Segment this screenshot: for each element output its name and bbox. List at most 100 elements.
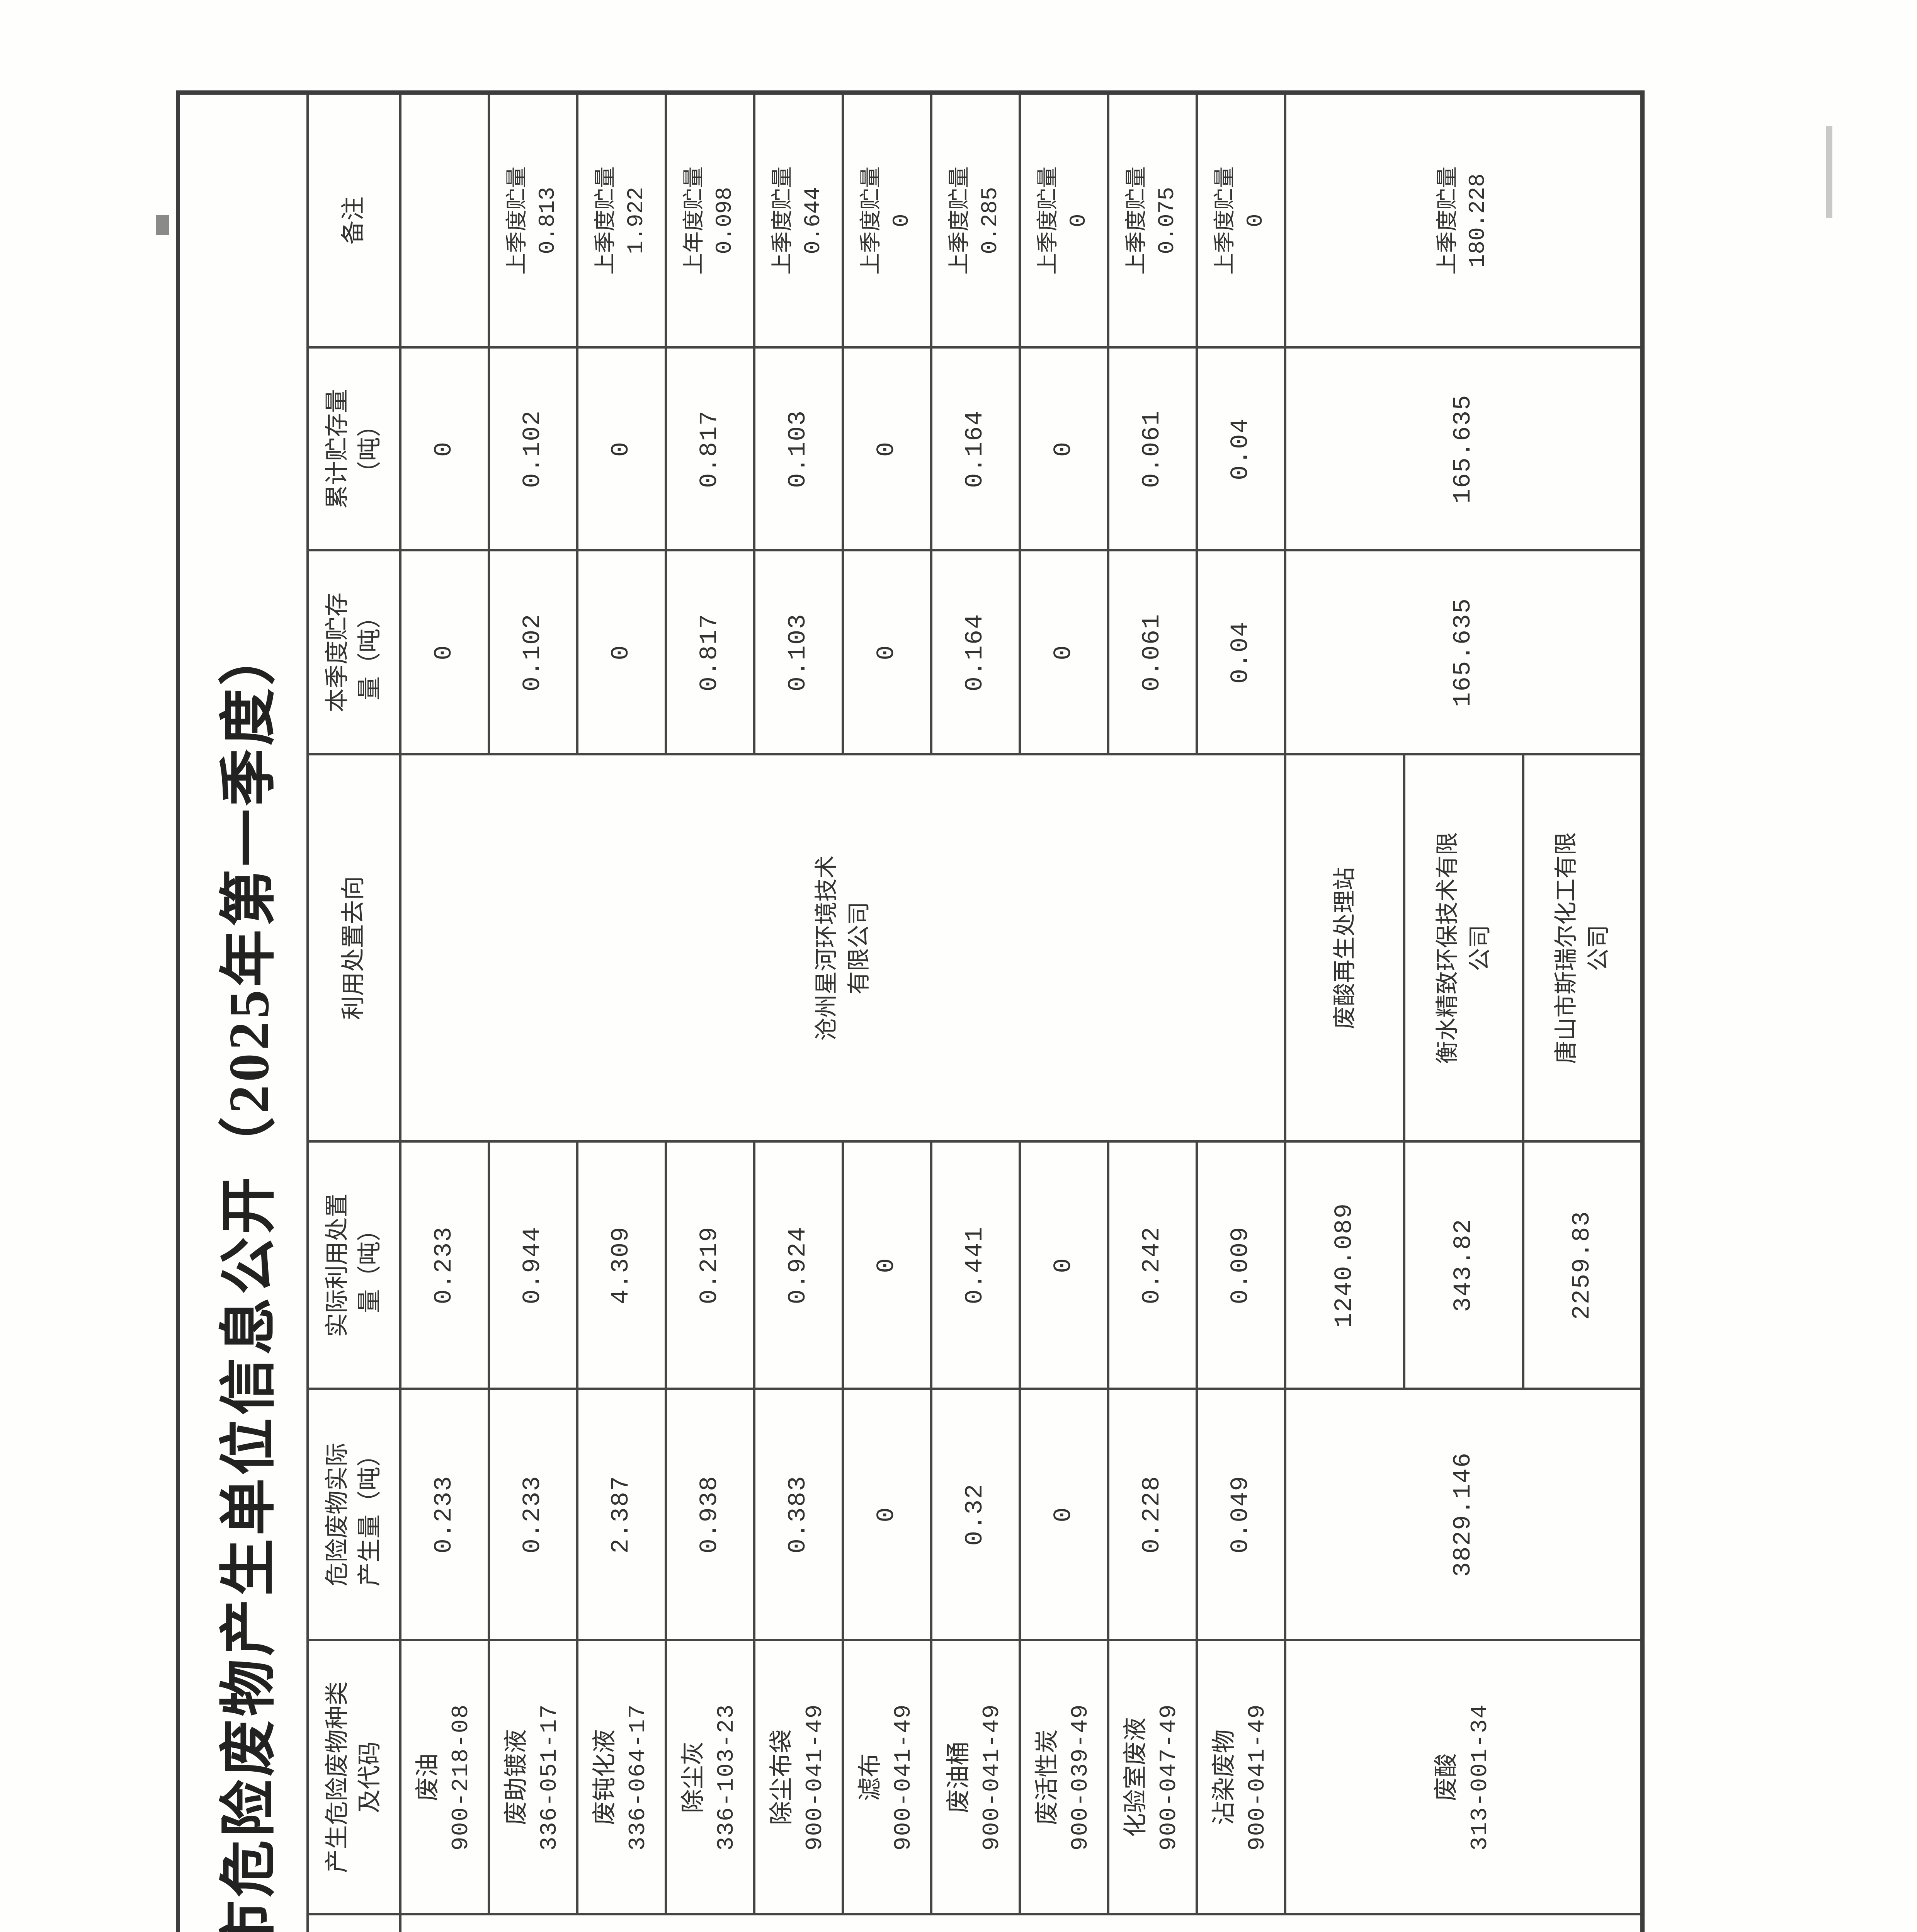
waste-code: 900-041-49 (1245, 1704, 1271, 1851)
disposed-amount: 2259.83 (1523, 1141, 1643, 1389)
waste-code: 313-001-34 (1467, 1704, 1494, 1851)
total-storage-acid: 165.635 (1285, 347, 1643, 551)
disposed-amount: 0.944 (488, 1141, 577, 1389)
waste-name: 废酸 (1433, 1753, 1460, 1801)
quarter-storage: 0.102 (488, 550, 577, 755)
destination-cell: 唐山市斯瑞尔化工有限 公司 (1523, 754, 1643, 1142)
quarter-storage: 0 (577, 550, 666, 755)
quarter-storage: 0 (1019, 550, 1108, 755)
col-header-quarter-storage: 本季度贮存 量（吨） (307, 550, 400, 755)
remark-cell: 上年度贮量 0.098 (665, 92, 754, 348)
remark-label: 上季度贮量 (1213, 166, 1237, 275)
remark-value: 0 (1243, 214, 1269, 228)
remark-cell: 上季度贮量 0 (1196, 92, 1285, 348)
main-products-cell: 直缝焊管 热镀锌管 螺旋埋弧焊管 钢塑复合管 涂塑管 (400, 1914, 1643, 1932)
remark-label: 上季度贮量 (859, 166, 883, 275)
col-header-destination: 利用处置去向 (307, 754, 400, 1142)
waste-name: 废助镀液 (503, 1729, 529, 1825)
waste-name: 废活性炭 (1034, 1729, 1060, 1825)
generated-amount: 2.387 (577, 1389, 666, 1640)
waste-name: 除尘灰 (680, 1741, 706, 1813)
remark-value: 0.285 (978, 187, 1003, 254)
generated-amount: 0.228 (1108, 1389, 1197, 1640)
waste-cell: 废油 900-218-08 (400, 1640, 489, 1915)
total-storage: 0 (400, 347, 489, 551)
table-row: 唐山京华制管有限公司 唐山京华制管有限公司 直缝焊管 热镀锌管 螺旋埋弧焊管 钢… (400, 92, 1643, 1932)
waste-code: 900-047-49 (1156, 1704, 1183, 1851)
generated-amount: 0.938 (665, 1389, 754, 1640)
remark-value: 180.228 (1466, 173, 1491, 268)
remark-label: 上季度贮量 (1435, 166, 1459, 275)
remark-cell: 上季度贮量 1.922 (577, 92, 666, 348)
scan-artifact (156, 215, 169, 235)
remark-value: 1.922 (624, 187, 649, 254)
disposed-amount: 0.219 (665, 1141, 754, 1389)
remark-cell: 上季度贮量 0.813 (488, 92, 577, 348)
generated-amount: 0.233 (488, 1389, 577, 1640)
remark-label: 上季度贮量 (593, 166, 617, 275)
remark-cell: 上季度贮量 0 (842, 92, 931, 348)
quarter-storage-acid: 165.635 (1285, 550, 1643, 755)
disposed-amount: 1240.089 (1285, 1141, 1404, 1389)
destination-cell: 衡水精致环保技术有限 公司 (1404, 754, 1523, 1142)
total-storage: 0.102 (488, 347, 577, 551)
generated-amount: 0.32 (931, 1389, 1020, 1640)
remark-value: 0.813 (535, 187, 561, 254)
table-row-acid-1: 废酸 313-001-34 3829.146 1240.089 废酸再生处理站 … (1285, 92, 1643, 1932)
waste-name: 废钝化液 (591, 1729, 618, 1825)
waste-name: 沾染废物 (1211, 1729, 1237, 1825)
disposed-amount: 0.924 (754, 1141, 843, 1389)
scan-artifact (1826, 126, 1832, 218)
destination-cell: 废酸再生处理站 (1285, 754, 1404, 1142)
page-title: 唐山市危险废物产生单位信息公开（2025年第一季度） (178, 92, 308, 1932)
col-header-generated: 危险废物实际 产生量（吨） (307, 1389, 400, 1640)
remark-label: 上季度贮量 (1036, 166, 1060, 275)
generated-amount: 0.383 (754, 1389, 843, 1640)
remark-label: 上年度贮量 (682, 166, 706, 275)
waste-code: 336-064-17 (625, 1704, 652, 1851)
waste-name: 废油 (414, 1753, 441, 1801)
waste-cell: 滤布 900-041-49 (842, 1640, 931, 1915)
shared-destination-cell: 沧州星河环境技术 有限公司 (400, 754, 1285, 1142)
header-row: 企业名称 主要产品 产生危险废物种类 及代码 危险废物实际 产生量（吨） 实际利… (307, 92, 400, 1932)
waste-cell: 废助镀液 336-051-17 (488, 1640, 577, 1915)
quarter-storage: 0.164 (931, 550, 1020, 755)
quarter-storage: 0.817 (665, 550, 754, 755)
disposed-amount: 0.009 (1196, 1141, 1285, 1389)
quarter-storage: 0.04 (1196, 550, 1285, 755)
disposed-amount: 4.309 (577, 1141, 666, 1389)
waste-name: 废油桶 (945, 1741, 972, 1813)
remark-label: 上季度贮量 (1124, 166, 1148, 275)
remark-cell (400, 92, 489, 348)
total-storage: 0.04 (1196, 347, 1285, 551)
total-storage: 0 (842, 347, 931, 551)
waste-code: 900-218-08 (448, 1704, 475, 1851)
disposed-amount: 0.441 (931, 1141, 1020, 1389)
disposed-amount: 0 (842, 1141, 931, 1389)
waste-name: 滤布 (857, 1753, 883, 1801)
disposed-amount: 343.82 (1404, 1141, 1523, 1389)
disposed-amount: 0 (1019, 1141, 1108, 1389)
remark-value: 0.098 (712, 187, 738, 254)
waste-name: 除尘布袋 (768, 1729, 795, 1825)
remark-value: 0 (1066, 214, 1092, 228)
total-storage: 0 (1019, 347, 1108, 551)
waste-name: 化验室废液 (1122, 1717, 1149, 1837)
remark-cell: 上季度贮量 0 (1019, 92, 1108, 348)
waste-code: 336-051-17 (537, 1704, 563, 1851)
generated-amount-acid: 3829.146 (1285, 1389, 1643, 1640)
waste-cell: 除尘灰 336-103-23 (665, 1640, 754, 1915)
remark-cell: 上季度贮量 0.285 (931, 92, 1020, 348)
total-storage: 0.164 (931, 347, 1020, 551)
remark-cell: 上季度贮量 0.644 (754, 92, 843, 348)
waste-code: 900-039-49 (1068, 1704, 1094, 1851)
waste-cell-acid: 废酸 313-001-34 (1285, 1640, 1643, 1915)
total-storage: 0.103 (754, 347, 843, 551)
generated-amount: 0.049 (1196, 1389, 1285, 1640)
quarter-storage: 0 (842, 550, 931, 755)
waste-cell: 废活性炭 900-039-49 (1019, 1640, 1108, 1915)
waste-cell: 废钝化液 336-064-17 (577, 1640, 666, 1915)
remark-label: 上季度贮量 (505, 166, 529, 275)
